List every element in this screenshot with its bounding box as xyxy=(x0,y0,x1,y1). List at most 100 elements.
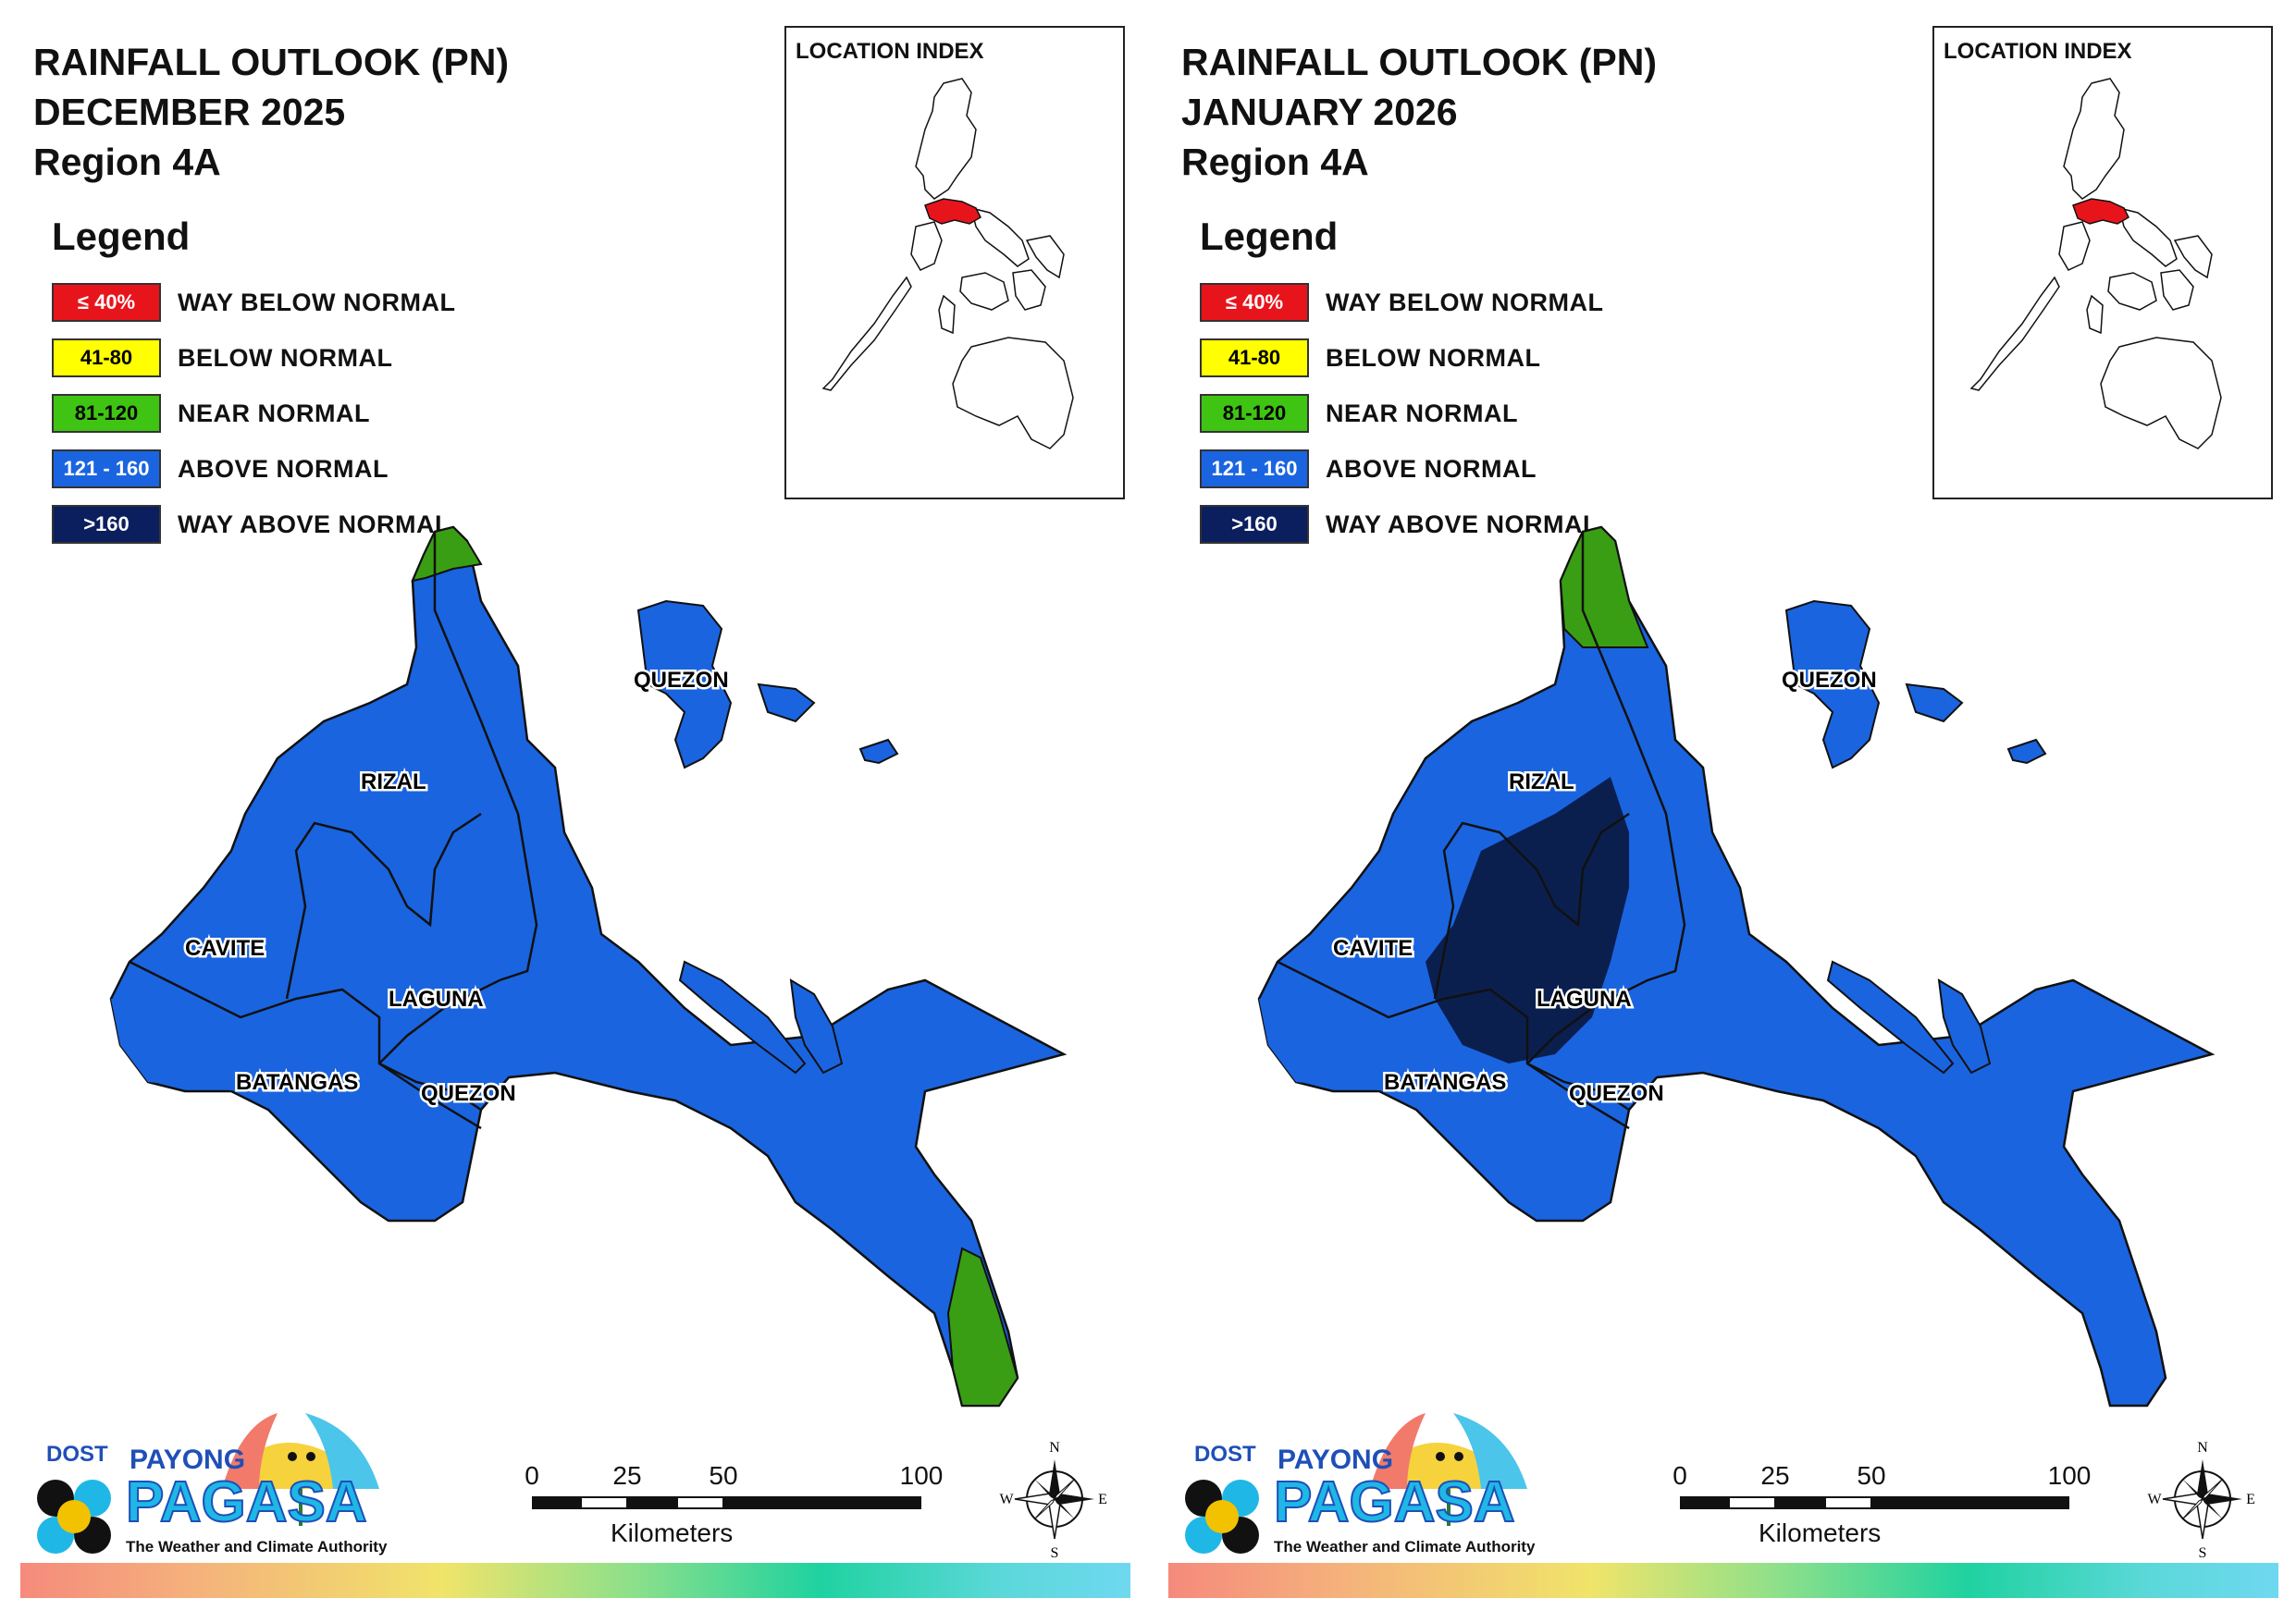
province-label: QUEZON xyxy=(421,1081,516,1106)
scale-tick: 0 xyxy=(1673,1461,1687,1490)
province-label: BATANGAS xyxy=(236,1070,358,1095)
province-label: LAGUNA xyxy=(1537,987,1632,1012)
north-arrow-compass: N S E W xyxy=(999,1439,1110,1561)
province-label: QUEZON xyxy=(1782,668,1877,693)
svg-text:N: N xyxy=(1049,1440,1060,1456)
pagasa-logo-graphic: DOST PAYONG PAGASA The Weather and Clima… xyxy=(1185,1413,1536,1555)
legend-label: NEAR NORMAL xyxy=(178,400,370,427)
map-title: RAINFALL OUTLOOK (PN) JANUARY 2026 Regio… xyxy=(1181,37,1657,187)
map-title: RAINFALL OUTLOOK (PN) DECEMBER 2025 Regi… xyxy=(33,37,509,187)
scale-bar: 0 25 50 100 Kilometers xyxy=(518,1461,944,1563)
scale-segment xyxy=(532,1496,580,1509)
region-4a-map: QUEZON RIZAL CAVITE LAGUNA BATANGAS QUEZ… xyxy=(1257,525,2216,1408)
legend-label: ABOVE NORMAL xyxy=(1326,455,1537,483)
svg-text:The Weather and Climate Author: The Weather and Climate Authority xyxy=(1274,1538,1536,1555)
legend-label: WAY BELOW NORMAL xyxy=(1326,289,1604,316)
scale-tick: 50 xyxy=(1857,1461,1886,1490)
legend-label: WAY BELOW NORMAL xyxy=(178,289,456,316)
location-index-inset: LOCATION INDEX xyxy=(784,26,1125,499)
legend-swatch: 121 - 160 xyxy=(52,449,161,488)
color-gradient-footer xyxy=(20,1563,1130,1598)
scale-segment xyxy=(628,1496,676,1509)
outlook-panel: RAINFALL OUTLOOK (PN) JANUARY 2026 Regio… xyxy=(1148,0,2296,1623)
scale-tick: 50 xyxy=(709,1461,738,1490)
legend-label: NEAR NORMAL xyxy=(1326,400,1518,427)
svg-text:PAGASA: PAGASA xyxy=(1274,1470,1515,1534)
legend-label: ABOVE NORMAL xyxy=(178,455,389,483)
scale-segment xyxy=(1824,1496,1872,1509)
legend-swatch: ≤ 40% xyxy=(52,283,161,322)
scale-tick: 0 xyxy=(525,1461,539,1490)
region-4a-map: QUEZON RIZAL CAVITE LAGUNA BATANGAS QUEZ… xyxy=(109,525,1068,1408)
province-label: RIZAL xyxy=(361,769,426,794)
scale-segment xyxy=(1680,1496,1728,1509)
scale-bar: 0 25 50 100 Kilometers xyxy=(1666,1461,2092,1563)
philippines-outline-map xyxy=(1969,78,2222,449)
legend-label: BELOW NORMAL xyxy=(1326,344,1541,372)
title-line-3: Region 4A xyxy=(1181,141,1369,183)
scale-tick: 100 xyxy=(2047,1461,2092,1490)
province-label: CAVITE xyxy=(1333,936,1413,961)
title-line-2: DECEMBER 2025 xyxy=(33,91,346,133)
scale-segment xyxy=(724,1496,921,1509)
svg-text:S: S xyxy=(2199,1545,2207,1559)
svg-text:DOST: DOST xyxy=(46,1442,108,1467)
province-label: BATANGAS xyxy=(1384,1070,1506,1095)
title-line-1: RAINFALL OUTLOOK (PN) xyxy=(1181,41,1657,83)
province-label: CAVITE xyxy=(185,936,265,961)
scale-segment xyxy=(1728,1496,1776,1509)
legend-swatch: 41-80 xyxy=(1200,338,1309,377)
legend-swatch: 81-120 xyxy=(1200,394,1309,433)
legend-swatch: ≤ 40% xyxy=(1200,283,1309,322)
svg-text:E: E xyxy=(1098,1492,1107,1507)
compass-rose-icon: N S E W xyxy=(999,1440,1107,1561)
title-line-3: Region 4A xyxy=(33,141,221,183)
philippines-outline-map xyxy=(821,78,1074,449)
legend-label: WAY ABOVE NORMAL xyxy=(1326,510,1599,538)
svg-text:W: W xyxy=(2147,1492,2162,1507)
title-line-1: RAINFALL OUTLOOK (PN) xyxy=(33,41,509,83)
legend-swatch: >160 xyxy=(1200,505,1309,544)
title-line-2: JANUARY 2026 xyxy=(1181,91,1458,133)
compass-rose-icon: N S E W xyxy=(2147,1440,2255,1561)
svg-text:PAYONG: PAYONG xyxy=(130,1445,245,1475)
legend-swatch: 121 - 160 xyxy=(1200,449,1309,488)
svg-text:W: W xyxy=(999,1492,1014,1507)
scale-tick: 25 xyxy=(612,1461,642,1490)
scale-segment xyxy=(676,1496,724,1509)
scale-tick: 100 xyxy=(899,1461,944,1490)
payong-pagasa-logo: DOST PAYONG PAGASA The Weather and Clima… xyxy=(28,1387,398,1563)
province-label: RIZAL xyxy=(1509,769,1574,794)
inset-title: LOCATION INDEX xyxy=(1944,39,2132,64)
north-arrow-compass: N S E W xyxy=(2147,1439,2258,1561)
scale-segment xyxy=(1872,1496,2069,1509)
outlook-panel: RAINFALL OUTLOOK (PN) DECEMBER 2025 Regi… xyxy=(20,26,1130,1598)
svg-text:N: N xyxy=(2197,1440,2208,1456)
legend-swatch: 41-80 xyxy=(52,338,161,377)
scale-tick: 25 xyxy=(1760,1461,1790,1490)
legend-swatch: 81-120 xyxy=(52,394,161,433)
scale-segment xyxy=(1776,1496,1824,1509)
svg-text:E: E xyxy=(2246,1492,2255,1507)
svg-text:The Weather and Climate Author: The Weather and Climate Authority xyxy=(126,1538,388,1555)
pagasa-logo-graphic: DOST PAYONG PAGASA The Weather and Clima… xyxy=(37,1413,388,1555)
svg-text:S: S xyxy=(1051,1545,1059,1559)
svg-text:PAGASA: PAGASA xyxy=(126,1470,367,1534)
province-label: QUEZON xyxy=(1569,1081,1664,1106)
legend-title: Legend xyxy=(1200,215,1339,258)
legend-label: WAY ABOVE NORMAL xyxy=(178,510,451,538)
province-label: LAGUNA xyxy=(389,987,484,1012)
legend-label: BELOW NORMAL xyxy=(178,344,393,372)
scale-unit: Kilometers xyxy=(611,1518,734,1547)
svg-text:DOST: DOST xyxy=(1194,1442,1256,1467)
province-label: QUEZON xyxy=(634,668,729,693)
svg-text:PAYONG: PAYONG xyxy=(1278,1445,1393,1475)
scale-unit: Kilometers xyxy=(1759,1518,1882,1547)
legend-title: Legend xyxy=(52,215,191,258)
legend-swatch: >160 xyxy=(52,505,161,544)
payong-pagasa-logo: DOST PAYONG PAGASA The Weather and Clima… xyxy=(1176,1387,1546,1563)
color-gradient-footer xyxy=(1168,1563,2278,1598)
location-index-inset: LOCATION INDEX xyxy=(1932,26,2273,499)
inset-title: LOCATION INDEX xyxy=(796,39,984,64)
scale-segment xyxy=(580,1496,628,1509)
